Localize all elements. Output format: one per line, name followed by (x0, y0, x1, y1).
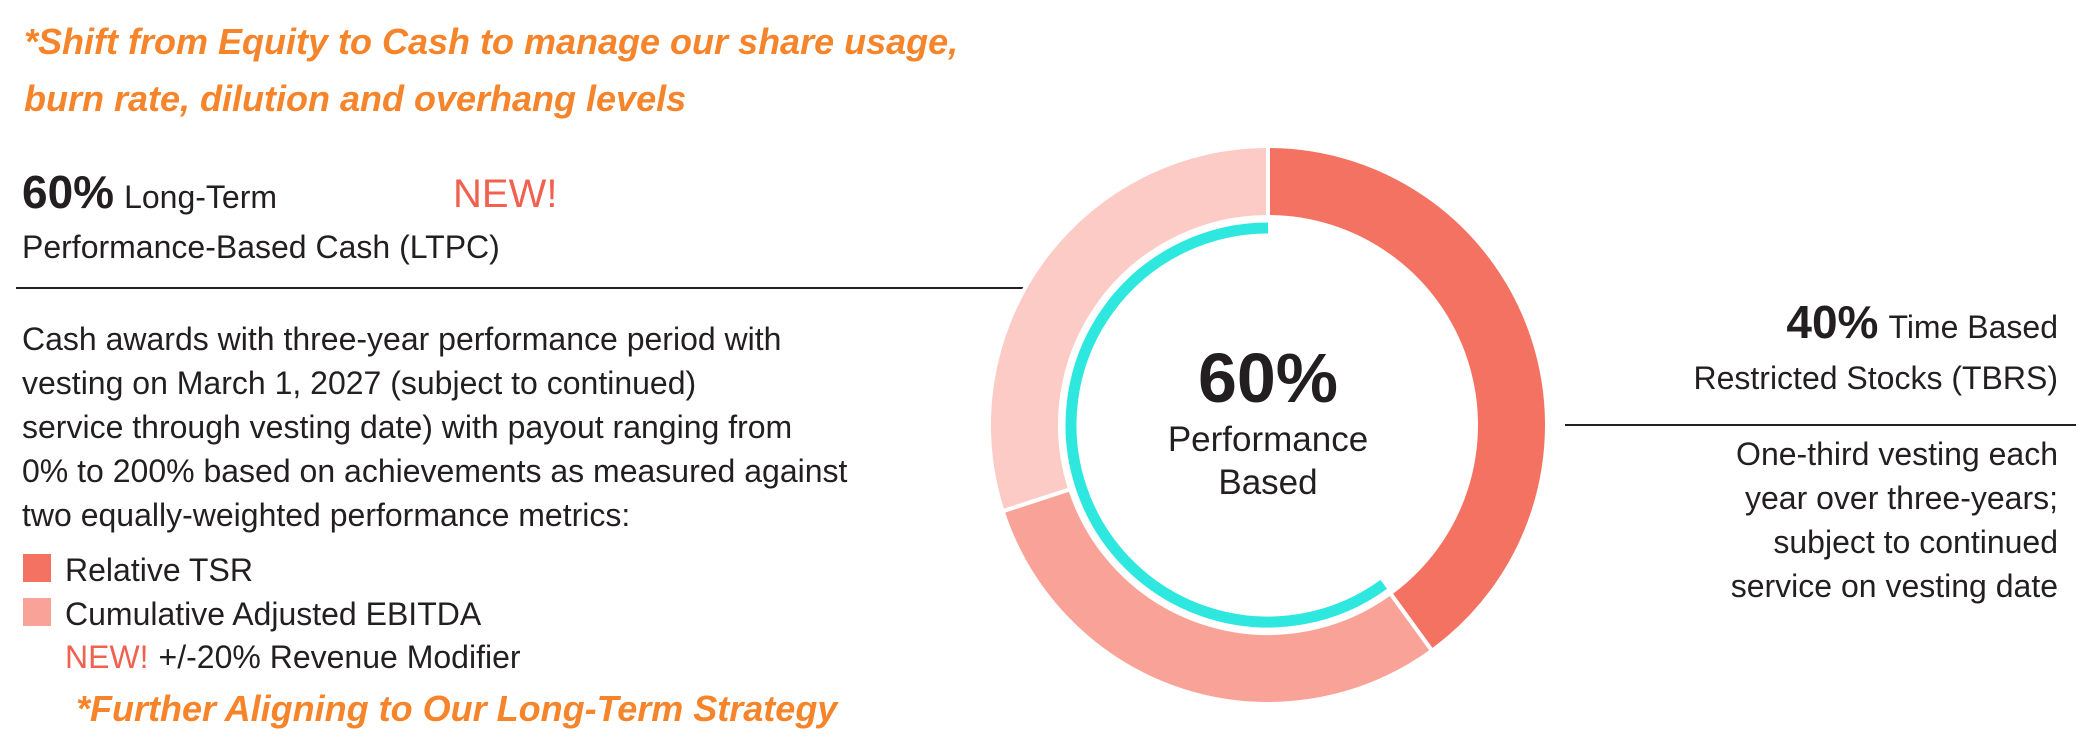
donut-chart (987, 143, 1549, 706)
center-value: 60% (1198, 339, 1338, 417)
donut-segment (1266, 143, 1549, 654)
ltpc-title-line1: Long-Term (124, 179, 277, 215)
donut-segment (987, 143, 1270, 514)
tbrs-description: One-third vesting each year over three-ye… (1731, 436, 2058, 604)
new-badge: NEW! (453, 172, 557, 216)
tbrs-title-line1: Time Based (1888, 309, 2058, 345)
description-line: One-third vesting each (1736, 436, 2058, 472)
legend-swatch (23, 598, 51, 626)
donut-segment (1000, 486, 1435, 706)
footer: *Further Aligning to Our Long-Term Strat… (76, 688, 839, 729)
legend-label: Cumulative Adjusted EBITDA (65, 596, 482, 632)
tbrs-title: 40% Time Based (1786, 296, 2058, 348)
tbrs-percent: 40% (1786, 296, 1878, 348)
description-line: service on vesting date (1731, 568, 2058, 604)
highlight-arc (1065, 222, 1388, 628)
tbrs-title-line2: Restricted Stocks (TBRS) (1693, 360, 2058, 396)
description-line: subject to continued (1773, 524, 2058, 560)
description-line: year over three-years; (1745, 480, 2058, 516)
description-line: two equally-weighted performance metrics… (22, 497, 630, 533)
headline: burn rate, dilution and overhang levels (24, 78, 686, 119)
modifier: NEW! +/-20% Revenue Modifier (65, 639, 521, 675)
ltpc-percent: 60% (22, 166, 114, 218)
ltpc-title-line2: Performance-Based Cash (LTPC) (22, 229, 500, 265)
legend-label: Relative TSR (65, 552, 253, 588)
description-line: Cash awards with three-year performance … (22, 321, 781, 357)
ltpc-description: Cash awards with three-year performance … (22, 321, 848, 533)
legend-swatch (23, 554, 51, 582)
modifier-text: +/-20% Revenue Modifier (159, 639, 521, 675)
center-label: Performance (1168, 420, 1368, 459)
center-label: Based (1218, 463, 1317, 502)
description-line: 0% to 200% based on achievements as meas… (22, 453, 848, 489)
metrics-legend: Relative TSR Cumulative Adjusted EBITDA (23, 552, 482, 632)
description-line: service through vesting date) with payou… (22, 409, 792, 445)
ltpc-title: 60% Long-Term (22, 166, 277, 218)
description-line: vesting on March 1, 2027 (subject to con… (22, 365, 696, 401)
headline: *Shift from Equity to Cash to manage our… (24, 21, 958, 62)
modifier-badge: NEW! (65, 639, 149, 675)
